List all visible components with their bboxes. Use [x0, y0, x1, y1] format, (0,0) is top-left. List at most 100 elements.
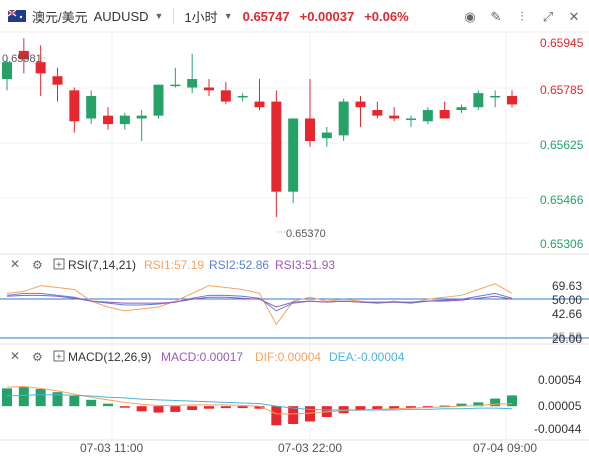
indicator-icon[interactable]: ⫶ [520, 9, 524, 24]
candle-body [204, 87, 214, 91]
rsi-series-line-rsi3 [6, 294, 513, 308]
macd-bar [153, 406, 164, 413]
macd-axis: 0.00054 0.00005 -0.00044 [534, 373, 582, 436]
rsi-close-icon[interactable]: ✕ [10, 257, 20, 271]
macd-expand-icon[interactable] [53, 350, 65, 362]
macd-bar [52, 392, 63, 407]
candle[interactable] [473, 90, 484, 111]
macd-bar [254, 406, 265, 409]
candle[interactable] [507, 90, 517, 108]
candle-body [422, 110, 433, 122]
macd-bar [422, 406, 433, 408]
candle[interactable] [35, 45, 46, 96]
macd-histogram [2, 387, 517, 426]
candle[interactable] [2, 56, 12, 91]
pair-symbol[interactable]: AUDUSD [93, 8, 149, 24]
symbol-dropdown-icon[interactable]: ▼ [154, 11, 164, 21]
rsi1-value: RSI1:57.19 [144, 258, 204, 272]
candle[interactable] [86, 90, 97, 125]
candle-body [507, 95, 517, 105]
candle-body [406, 118, 416, 120]
candle-body [372, 110, 383, 116]
rsi-expand-icon[interactable] [53, 258, 65, 270]
fullscreen-icon[interactable]: ⤢ [542, 9, 554, 24]
svg-text:+: + [56, 352, 62, 363]
candle[interactable] [439, 101, 450, 119]
dea-value: DEA:-0.00004 [329, 350, 405, 364]
macd-bar [119, 406, 130, 408]
interval-dropdown-icon[interactable]: ▼ [223, 11, 233, 21]
close-icon[interactable]: ✕ [568, 9, 580, 24]
rsi-tick: 50.00 [552, 293, 582, 307]
candle-body [18, 50, 29, 60]
candle-body [220, 90, 231, 102]
candle[interactable] [305, 79, 315, 147]
candle[interactable] [237, 93, 248, 102]
candle-body [119, 115, 130, 125]
candle[interactable] [321, 126, 332, 147]
candle-body [52, 76, 63, 85]
candle-body [321, 132, 332, 139]
candle[interactable] [18, 38, 29, 74]
macd-lines [6, 385, 513, 415]
candle-body [338, 101, 349, 136]
rsi-tick: 69.63 [552, 279, 582, 293]
candle-body [187, 79, 198, 88]
candle[interactable] [153, 84, 164, 119]
price-tick: 0.65945 [540, 36, 584, 50]
price-change-pct: +0.06% [364, 8, 409, 24]
macd-bar [473, 402, 484, 407]
price-tick: 0.65785 [540, 83, 584, 97]
candle-body [153, 84, 164, 116]
candle[interactable] [52, 67, 63, 102]
candle-body [490, 95, 501, 98]
macd-bar [406, 406, 416, 409]
draw-tool-icon[interactable]: ✎ [490, 9, 502, 24]
candle-body [86, 95, 97, 119]
candle[interactable] [490, 90, 501, 108]
candle[interactable] [389, 107, 400, 122]
macd-bar [220, 406, 231, 409]
candle[interactable] [220, 81, 231, 105]
rsi3-value: RSI3:51.93 [275, 258, 335, 272]
macd-close-icon[interactable]: ✕ [10, 349, 20, 363]
candle[interactable] [271, 90, 282, 218]
time-axis: 07-03 11:00 07-03 22:00 07-04 09:00 [80, 441, 537, 455]
candle[interactable] [69, 87, 80, 133]
candle[interactable] [422, 107, 433, 125]
macd-bar [103, 403, 113, 407]
interval-select[interactable]: 1小时 [184, 9, 218, 25]
candle[interactable] [136, 110, 147, 141]
rsi-lines [6, 283, 513, 326]
macd-bar [305, 406, 315, 422]
pair-name[interactable]: 澳元/美元 [32, 9, 88, 25]
rsi-settings-icon[interactable]: ⚙ [32, 258, 43, 272]
candlestick-series[interactable] [2, 38, 517, 218]
macd-bar [389, 406, 400, 409]
rsi-axis: 69.63 50.00 42.66 25.58 20.00 [552, 279, 582, 346]
candle-body [2, 62, 12, 80]
candle[interactable] [170, 67, 181, 88]
time-label: 07-03 11:00 [80, 441, 143, 455]
high-annotation: 0.65981 [2, 53, 42, 65]
macd-settings-icon[interactable]: ⚙ [32, 350, 43, 364]
macd-bar [187, 406, 198, 410]
rsi-title: RSI(7,14,21) [68, 258, 136, 272]
macd-bar [355, 406, 366, 411]
candle[interactable] [288, 118, 299, 203]
candle[interactable] [406, 115, 416, 127]
candle[interactable] [119, 112, 130, 130]
candle[interactable] [187, 53, 198, 94]
candle[interactable] [456, 104, 467, 113]
candle-body [473, 93, 484, 108]
candle[interactable] [338, 98, 349, 141]
candle[interactable] [204, 79, 214, 96]
macd-bar [439, 405, 450, 408]
candle[interactable] [103, 107, 113, 130]
eye-icon[interactable]: ◉ [464, 9, 476, 24]
candle[interactable] [355, 95, 366, 127]
price-tick: 0.65466 [540, 193, 584, 207]
candle[interactable] [372, 101, 383, 119]
candle[interactable] [254, 79, 265, 111]
